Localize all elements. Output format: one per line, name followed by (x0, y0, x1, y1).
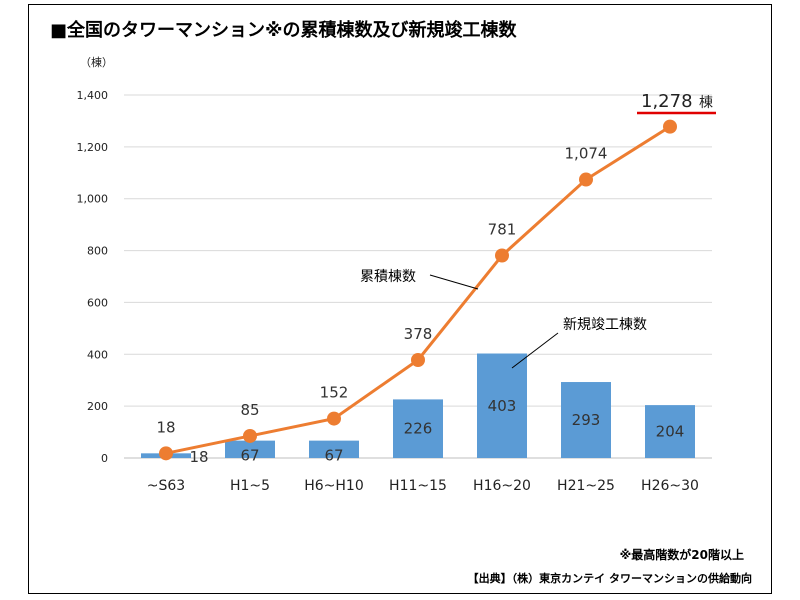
footnote: ※最高階数が20階以上 (619, 548, 744, 562)
y-tick-label: 400 (87, 348, 108, 361)
bar (225, 440, 275, 458)
y-tick-label: 1,200 (77, 141, 109, 154)
annotation-cumulative-leader (429, 274, 479, 290)
bar (309, 440, 359, 458)
chart-title: ■全国のタワーマンション※の累積棟数及び新規竣工棟数 (50, 20, 517, 41)
bar-data-label: 67 (324, 447, 343, 465)
line-point (663, 119, 677, 134)
bar-data-label: 293 (572, 411, 601, 429)
source-note: 【出典】（株）東京カンテイ タワーマンションの供給動向 (467, 572, 752, 585)
y-tick-label: 200 (87, 400, 108, 413)
line-data-label: 378 (404, 325, 433, 343)
annotation-new: 新規竣工棟数 (563, 317, 647, 333)
y-tick-label: 0 (101, 452, 108, 465)
bar-data-label: 226 (404, 420, 433, 438)
highlight-unit: 棟 (699, 95, 713, 111)
x-tick-label: H16~20 (473, 478, 531, 494)
bar (561, 382, 611, 458)
chart-frame (28, 4, 772, 594)
annotation-cumulative: 累積棟数 (360, 269, 416, 285)
line-data-label: 18 (156, 418, 175, 436)
x-tick-label: H11~15 (389, 478, 447, 494)
line-point (411, 352, 425, 367)
annotation-new-leader (511, 332, 559, 369)
bar-data-label: 67 (240, 447, 259, 465)
x-tick-label: H1~5 (230, 478, 270, 494)
bar (645, 405, 695, 458)
bar-data-label: 403 (488, 397, 517, 415)
line-point (579, 172, 593, 187)
line-point (159, 446, 173, 461)
x-tick-label: H6~H10 (304, 478, 364, 494)
line-data-label: 85 (240, 401, 259, 419)
x-tick-label: ~S63 (147, 478, 185, 494)
bar (393, 399, 443, 458)
y-tick-label: 1,400 (77, 89, 109, 102)
y-tick-label: 800 (87, 245, 108, 258)
line-data-label: 152 (320, 384, 349, 402)
line-point (495, 248, 509, 263)
line-data-label: 781 (488, 220, 517, 238)
y-tick-label: 600 (87, 296, 108, 309)
highlight-value: 1,278 (641, 91, 693, 112)
line-point (243, 428, 257, 443)
bar-data-label: 18 (189, 448, 208, 466)
bar (477, 353, 527, 458)
x-tick-label: H26~30 (641, 478, 699, 494)
y-tick-label: 1,000 (77, 193, 109, 206)
line-data-label: 1,074 (565, 145, 608, 163)
x-tick-label: H21~25 (557, 478, 615, 494)
bar-data-label: 204 (656, 423, 685, 441)
y-axis-unit: （棟） (80, 55, 113, 69)
line-point (327, 411, 341, 426)
